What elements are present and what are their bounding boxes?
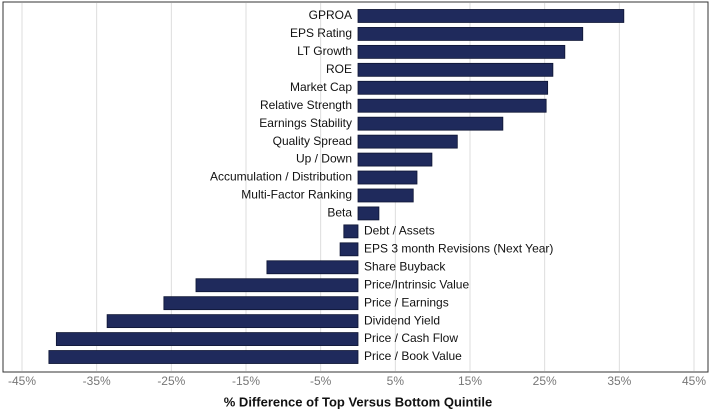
category-label: Quality Spread <box>273 134 352 148</box>
bar <box>357 44 566 59</box>
bar <box>48 350 359 364</box>
bar <box>357 188 414 203</box>
bar <box>357 9 625 23</box>
category-label: Market Cap <box>290 80 352 94</box>
x-tick-label: -15% <box>232 374 260 388</box>
bar <box>266 260 359 275</box>
bar <box>357 134 458 149</box>
category-label: Share Buyback <box>364 259 446 273</box>
category-label: LT Growth <box>297 44 352 58</box>
x-tick-label: 15% <box>458 374 482 388</box>
bar <box>357 27 584 41</box>
category-label: Price / Earnings <box>364 295 449 309</box>
category-label: Price / Book Value <box>364 349 462 363</box>
bar <box>357 80 549 95</box>
bar <box>357 206 380 221</box>
category-label: ROE <box>326 62 352 76</box>
bar <box>357 116 504 131</box>
plot-frame <box>2 1 709 373</box>
category-label: Earnings Stability <box>259 116 352 130</box>
bar <box>357 170 418 185</box>
x-tick-label: 25% <box>533 374 557 388</box>
bar <box>195 278 359 293</box>
bar <box>357 98 547 113</box>
x-tick-label: -35% <box>83 374 111 388</box>
x-tick-label: -45% <box>8 374 36 388</box>
category-label: GPROA <box>309 8 352 22</box>
bar <box>106 314 359 329</box>
category-label: EPS Rating <box>290 26 352 40</box>
bar <box>343 224 359 239</box>
x-tick-label: -25% <box>157 374 185 388</box>
category-label: Accumulation / Distribution <box>210 170 352 184</box>
category-label: Debt / Assets <box>364 224 435 238</box>
category-label: Price/Intrinsic Value <box>364 277 469 291</box>
category-label: Up / Down <box>296 152 352 166</box>
bar <box>163 296 359 311</box>
x-tick-label: 35% <box>607 374 631 388</box>
bar <box>357 62 554 77</box>
x-axis-label: % Difference of Top Versus Bottom Quinti… <box>224 394 492 409</box>
category-label: Relative Strength <box>260 98 352 112</box>
category-label: Price / Cash Flow <box>364 331 458 345</box>
category-label: Dividend Yield <box>364 313 440 327</box>
x-tick-label: 5% <box>387 374 405 388</box>
bar <box>339 242 359 257</box>
category-label: Beta <box>327 206 352 220</box>
category-label: EPS 3 month Revisions (Next Year) <box>364 241 553 255</box>
bar <box>357 152 433 167</box>
x-tick-label: -5% <box>310 374 332 388</box>
category-label: Multi-Factor Ranking <box>241 188 352 202</box>
x-tick-label: 45% <box>682 374 706 388</box>
bar <box>55 332 359 346</box>
